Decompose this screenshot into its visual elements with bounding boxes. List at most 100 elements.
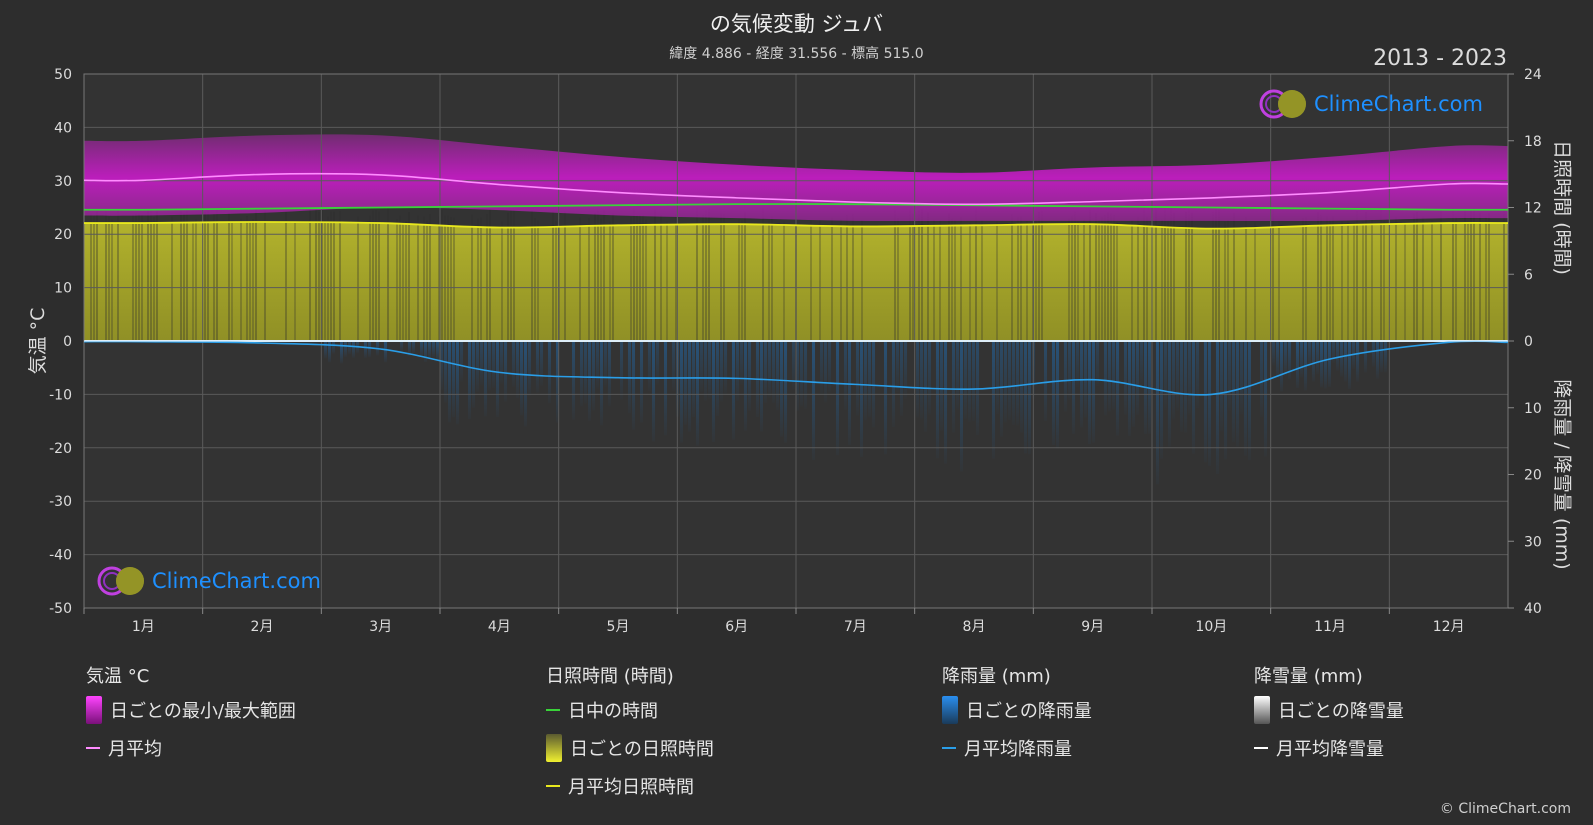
- sunshine-daily-bar: [912, 214, 914, 341]
- sunshine-daily-bar: [1074, 211, 1076, 341]
- rain-daily-bar: [952, 341, 955, 433]
- sunshine-daily-bar: [642, 215, 644, 341]
- legend-temp-range-label: 日ごとの最小/最大範囲: [110, 701, 296, 722]
- sunshine-daily-bar: [1422, 216, 1424, 341]
- sunshine-daily-bar: [1068, 218, 1070, 341]
- sunshine-daily-bar: [141, 215, 143, 341]
- rain-daily-bar: [1264, 341, 1267, 457]
- right-top-tick-label: 12: [1524, 201, 1542, 217]
- avg-temp-swatch: [86, 747, 100, 749]
- sunshine-daily-bar: [1488, 213, 1490, 341]
- sunshine-daily-bar: [1305, 217, 1307, 341]
- sunshine-daily-bar: [417, 215, 419, 341]
- rain-daily-bar: [608, 341, 611, 407]
- sunshine-daily-bar: [846, 215, 848, 341]
- rain-daily-bar: [400, 341, 403, 352]
- rain-daily-bar: [1288, 341, 1291, 379]
- sunshine-daily-bar: [840, 219, 842, 341]
- rain-daily-bar: [664, 341, 667, 436]
- rain-daily-bar: [1344, 341, 1347, 382]
- rain-daily-bar: [332, 341, 335, 354]
- left-tick-label: 20: [54, 227, 72, 243]
- sunshine-daily-bar: [90, 213, 92, 341]
- sunshine-daily-bar: [609, 221, 611, 341]
- sunshine-daily-bar: [357, 216, 359, 341]
- rain-daily-bar: [324, 341, 327, 359]
- rain-daily-bar: [1104, 341, 1107, 416]
- rain-daily-bar: [692, 341, 695, 418]
- sunshine-daily-bar: [1332, 215, 1334, 341]
- rain-daily-bar: [432, 341, 435, 358]
- sunshine-daily-bar: [720, 213, 722, 341]
- sunshine-daily-bar: [1164, 208, 1166, 341]
- sunshine-daily-bar: [423, 216, 425, 341]
- sunshine-daily-bar: [426, 220, 428, 341]
- sunshine-daily-bar: [612, 213, 614, 341]
- sunshine-daily-bar: [1455, 217, 1457, 341]
- sunshine-daily-bar: [387, 208, 389, 341]
- sunshine-daily-bar: [105, 211, 107, 341]
- sunshine-daily-bar: [1356, 211, 1358, 341]
- rain-daily-bar: [1028, 341, 1031, 455]
- logo-bottom-left[interactable]: ClimeChart.com: [96, 565, 321, 597]
- daylight-swatch: [546, 709, 560, 711]
- sunshine-daily-bar: [264, 210, 266, 341]
- sunshine-daily-bar: [132, 215, 134, 341]
- rain-daily-bar: [1356, 341, 1359, 382]
- legend-temp-avg-label: 月平均: [108, 739, 162, 760]
- rain-daily-bar: [1080, 341, 1083, 428]
- sunshine-daily-bar: [192, 222, 194, 341]
- legend-snow-daily-label: 日ごとの降雪量: [1278, 701, 1404, 722]
- month-label: 1月: [132, 619, 155, 635]
- legend-sun-avg-label: 月平均日照時間: [568, 777, 694, 798]
- sunshine-daily-bar: [744, 212, 746, 341]
- sunshine-daily-bar: [702, 214, 704, 341]
- rain-daily-bar: [364, 341, 367, 359]
- sunshine-daily-bar: [378, 211, 380, 341]
- sunshine-daily-bar: [207, 211, 209, 341]
- sunshine-daily-bar: [534, 218, 536, 341]
- rain-daily-bar: [1208, 341, 1211, 466]
- left-tick-label: 50: [54, 67, 72, 83]
- logo-top-right[interactable]: ClimeChart.com: [1258, 88, 1483, 120]
- rain-daily-bar: [772, 341, 775, 404]
- sunshine-daily-bar: [438, 216, 440, 341]
- rain-daily-bar: [328, 341, 331, 363]
- right-top-axis-title: 日照時間 (時間): [1551, 140, 1573, 275]
- sunshine-daily-bar: [831, 217, 833, 341]
- rain-daily-bar: [632, 341, 635, 430]
- rain-daily-bar: [600, 341, 603, 426]
- sunshine-daily-bar: [372, 210, 374, 341]
- rain-daily-bar: [1044, 341, 1047, 422]
- rain-daily-bar: [868, 341, 871, 418]
- logo-icon: [97, 566, 144, 596]
- sunshine-daily-bar: [1326, 215, 1328, 341]
- rain-daily-bar: [828, 341, 831, 393]
- rain-daily-bar: [960, 341, 963, 472]
- rain-daily-bar: [704, 341, 707, 401]
- sunshine-daily-bar: [996, 221, 998, 341]
- left-tick-label: -10: [49, 387, 72, 403]
- rain-daily-bar: [604, 341, 607, 387]
- legend-snow-daily: 日ごとの降雪量: [1254, 696, 1404, 724]
- sunshine-daily-bar: [294, 222, 296, 341]
- chart-title: の気候変動 ジュバ: [709, 12, 884, 36]
- rain-daily-bar: [352, 341, 355, 358]
- avg-sun-swatch: [546, 785, 560, 787]
- month-label: 2月: [251, 619, 274, 635]
- sunshine-daily-bar: [741, 220, 743, 341]
- sunshine-daily-bar: [447, 215, 449, 341]
- sunshine-daily-bar: [501, 221, 503, 341]
- legend-temp-avg: 月平均: [86, 736, 296, 760]
- sunshine-daily-bar: [1317, 212, 1319, 341]
- sunshine-daily-bar: [1278, 220, 1280, 341]
- rain-daily-bar: [580, 341, 583, 407]
- sunshine-daily-bar: [513, 210, 515, 341]
- rain-daily-bar: [804, 341, 807, 409]
- sunshine-daily-bar: [1143, 207, 1145, 341]
- right-bottom-tick-label: 30: [1524, 534, 1542, 550]
- sunshine-daily-bar: [1107, 212, 1109, 341]
- rain-daily-bar: [1300, 341, 1303, 378]
- sunshine-daily-bar: [810, 220, 812, 341]
- legend-snow-title: 降雪量 (mm): [1254, 666, 1363, 687]
